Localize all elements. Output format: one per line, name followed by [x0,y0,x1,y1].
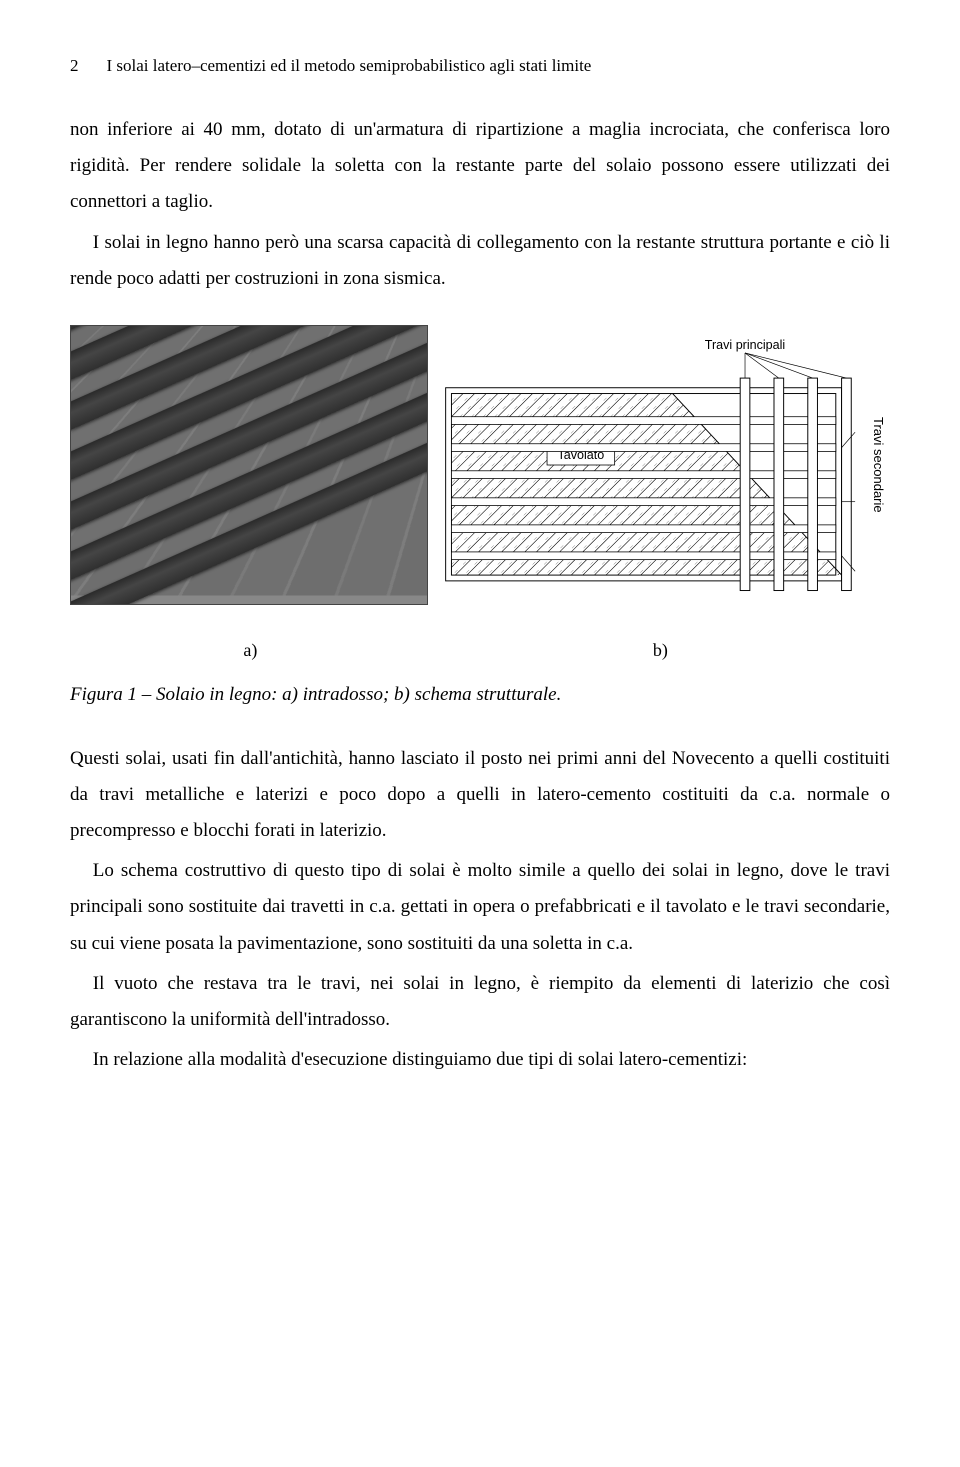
figure-photo-intradosso [70,325,428,605]
paragraph-5: Il vuoto che restava tra le travi, nei s… [70,966,890,1038]
paragraph-4: Lo schema costruttivo di questo tipo di … [70,853,890,961]
running-header: 2 I solai latero–cementizi ed il metodo … [70,50,890,82]
paragraph-6: In relazione alla modalità d'esecuzione … [70,1042,890,1078]
page-number: 2 [70,50,79,82]
figure-caption: Figura 1 – Solaio in legno: a) intradoss… [70,677,890,713]
figure-row: Travi principaliTavolato Travi secondari… [70,325,890,605]
figure-drawing-wrap: Travi principaliTavolato Travi secondari… [436,325,890,605]
svg-text:Travi principali: Travi principali [705,338,785,352]
paragraph-3: Questi solai, usati fin dall'antichità, … [70,741,890,849]
caption-b: b) [431,633,890,667]
caption-a: a) [70,633,431,667]
figure-sublabels: a) b) [70,633,890,667]
running-title: I solai latero–cementizi ed il metodo se… [107,50,592,82]
label-travi-secondarie: Travi secondarie [865,417,890,513]
paragraph-1: non inferiore ai 40 mm, dotato di un'arm… [70,112,890,220]
paragraph-2: I solai in legno hanno però una scarsa c… [70,225,890,297]
figure-schema-svg: Travi principaliTavolato [436,325,861,605]
